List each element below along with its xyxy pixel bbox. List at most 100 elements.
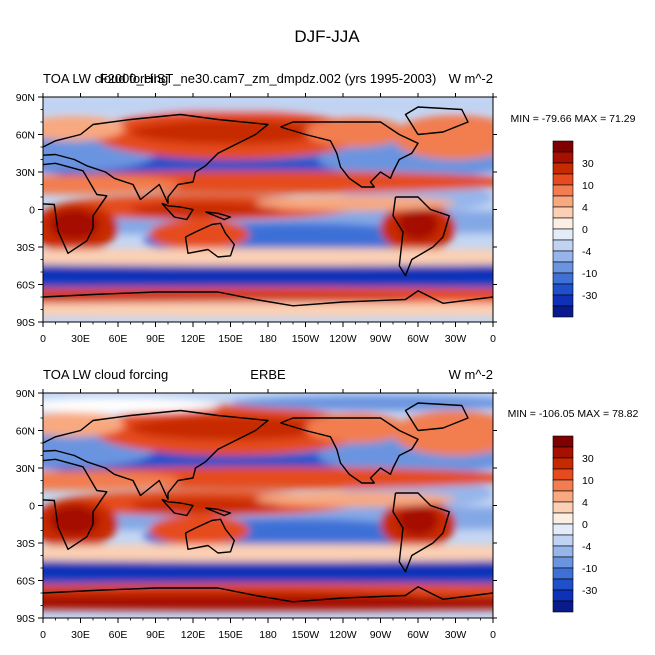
coastline [404,402,469,432]
colorbar: 30 10 4 0 -4 -10 -30 [552,435,597,613]
panel-left-title: TOA LW cloud forcing [43,367,168,382]
axis-ticks: 0 30E 60E 90E 120E 150E 180 150W 120W 90W 60W 30W 09… [16,388,497,641]
colorbar-swatch [552,534,574,547]
x-tick-label: 30W [445,333,467,345]
colorbar: 30 10 4 0 -4 -10 -30 [552,140,597,318]
figure-title: DJF-JJA [294,27,360,46]
panel-min-max: MIN = -106.05 MAX = 78.82 [508,408,639,420]
field-region [43,302,493,317]
colorbar-swatch [552,523,574,536]
field-region [398,209,438,240]
panel-units: W m^-2 [449,71,493,86]
colorbar-label: 30 [582,453,594,465]
y-tick-label: 60S [16,576,35,588]
colorbar-swatch [552,239,574,252]
x-tick-label: 120W [329,629,357,641]
colorbar-swatch [552,228,574,241]
field-region [43,115,125,141]
panel-model: TOA LW cloud forcing F2000_HIST_ne30.cam… [16,71,636,345]
colorbar-label: -30 [582,290,597,302]
colorbar-swatch [552,490,574,503]
panel-left-title: TOA LW cloud forcing [43,71,168,86]
colorbar-swatch [552,435,574,448]
x-tick-label: 60E [109,333,128,345]
y-tick-label: 60N [16,426,35,438]
colorbar-swatch [552,501,574,514]
colorbar-swatch [552,305,574,318]
colorbar-swatch [552,173,574,186]
colorbar-label: 10 [582,475,594,487]
colorbar-swatch [552,589,574,602]
field-region [130,415,331,441]
x-tick-label: 150E [218,333,243,345]
coastline [184,518,235,554]
colorbar-swatch [552,217,574,230]
colorbar-swatch [552,184,574,197]
field-region [43,560,493,581]
colorbar-swatch [552,195,574,208]
coastline [392,492,450,573]
field-region [398,505,438,536]
coastline [43,162,108,254]
colorbar-swatch [552,556,574,569]
colorbar-swatch [552,512,574,525]
coastline [43,113,269,204]
x-tick-label: 150E [218,629,243,641]
panel-units: W m^-2 [449,367,493,382]
x-tick-label: 60W [407,333,429,345]
colorbar-label: -4 [582,541,591,553]
field-region [255,195,456,211]
field-region [255,491,456,507]
colorbar-swatch [552,250,574,263]
axis-ticks: 0 30E 60E 90E 120E 150E 180 150W 120W 90W 60W 30W 09… [16,92,497,345]
colorbar-swatch [552,162,574,175]
x-tick-label: 150W [292,333,320,345]
coastline [392,196,450,277]
field-region [49,209,100,240]
colorbar-label: 0 [582,519,588,531]
colorbar-label: -30 [582,585,597,597]
x-tick-label: 180 [259,629,277,641]
y-tick-label: 0 [29,205,35,217]
x-tick-label: 150W [292,629,320,641]
colorbar-swatch [552,545,574,558]
coastline [161,498,194,517]
coastlines [43,402,493,603]
y-tick-label: 60S [16,280,35,292]
field-region [393,410,493,456]
difference-field [43,395,493,611]
y-tick-label: 30S [16,242,35,254]
y-tick-label: 30N [16,463,35,475]
x-tick-label: 30E [71,333,90,345]
colorbar-swatch [552,151,574,164]
coastline [161,202,194,221]
x-tick-label: 30W [445,629,467,641]
coastline [404,106,469,136]
colorbar-label: 4 [582,497,588,509]
field-region [393,114,493,160]
coastline [43,586,493,603]
field-region [43,174,181,195]
y-tick-label: 30S [16,538,35,550]
colorbar-label: -4 [582,246,591,258]
field-region [149,219,250,250]
colorbar-swatch [552,457,574,470]
coastline [280,417,419,484]
y-tick-label: 90S [16,317,35,329]
colorbar-swatch [552,578,574,591]
field-region [43,470,181,491]
field-region [43,248,493,266]
colorbar-label: -10 [582,563,597,575]
x-tick-label: 60W [407,629,429,641]
x-tick-label: 0 [490,629,496,641]
colorbar-swatch [552,600,574,613]
x-tick-label: 180 [259,333,277,345]
panel-center-title: F2000_HIST_ne30.cam7_zm_dmpdz.002 (yrs 1… [100,71,437,86]
x-tick-label: 30E [71,629,90,641]
y-tick-label: 90N [16,92,35,104]
field-region [43,98,493,111]
x-tick-label: 0 [40,333,46,345]
coastline [205,211,232,221]
x-tick-label: 120E [181,333,206,345]
